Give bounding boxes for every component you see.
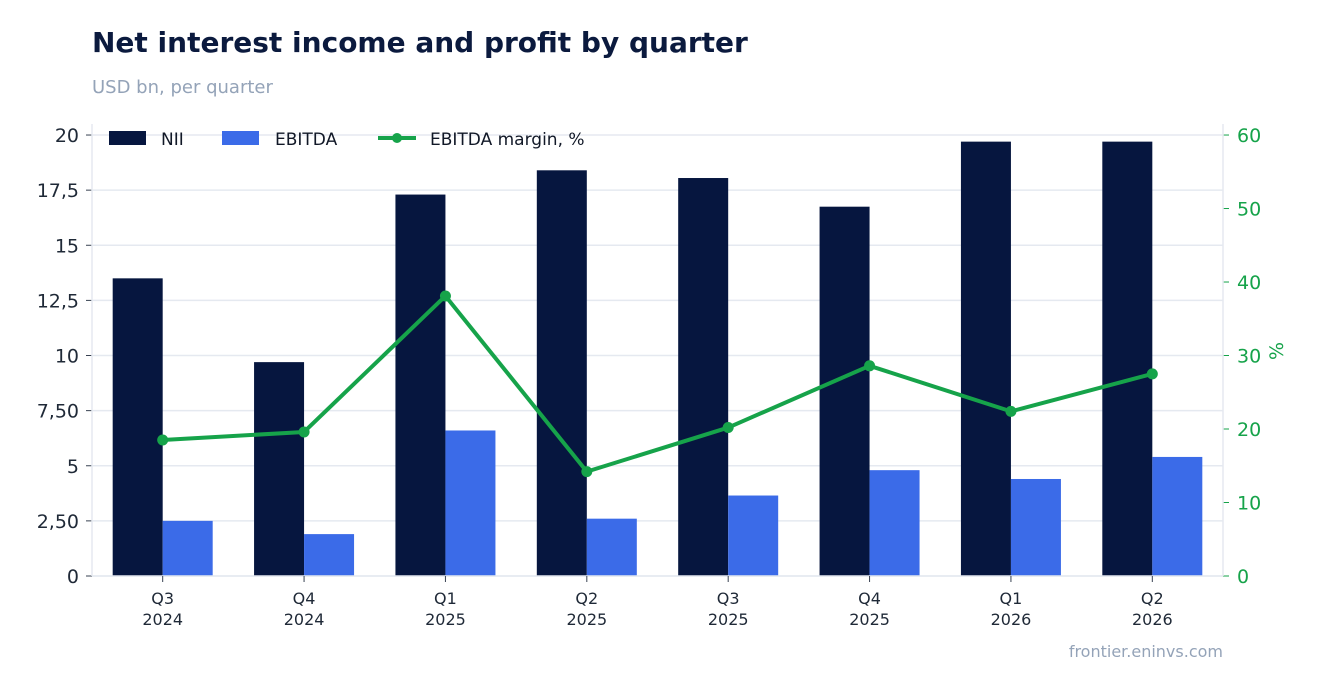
x-tick-label-year: 2026 bbox=[991, 610, 1032, 629]
ebitda-bar bbox=[1152, 456, 1203, 576]
ebitda-bar bbox=[1010, 478, 1061, 576]
left-tick-label: 12,5 bbox=[37, 290, 79, 312]
ebitda-bar bbox=[728, 495, 779, 576]
legend-swatch-nii bbox=[109, 131, 146, 145]
x-tick-label-quarter: Q1 bbox=[1000, 589, 1023, 608]
ebitda-bar bbox=[304, 534, 355, 576]
bars-group bbox=[112, 141, 1203, 577]
source-label: frontier.eninvs.com bbox=[1068, 642, 1223, 661]
right-tick-label: 60 bbox=[1237, 125, 1261, 147]
chart-title: Net interest income and profit by quarte… bbox=[92, 26, 748, 59]
margin-line bbox=[160, 293, 1155, 474]
ebitda-bar bbox=[162, 520, 213, 576]
margin-line-group bbox=[157, 290, 1158, 478]
nii-bar bbox=[254, 362, 305, 576]
left-tick-label: 2,50 bbox=[37, 511, 79, 533]
margin-point bbox=[1005, 405, 1017, 417]
margin-point bbox=[439, 290, 451, 302]
ebitda-bar bbox=[586, 518, 637, 576]
nii-bar bbox=[1102, 141, 1153, 576]
right-tick-label: 20 bbox=[1237, 419, 1261, 441]
legend-label-nii: NII bbox=[161, 130, 184, 150]
x-tick-label-year: 2025 bbox=[566, 610, 607, 629]
left-tick-label: 15 bbox=[55, 235, 79, 257]
x-tick-label-quarter: Q4 bbox=[293, 589, 316, 608]
x-tick-label-quarter: Q2 bbox=[575, 589, 598, 608]
x-tick-label-year: 2025 bbox=[425, 610, 466, 629]
legend: NII EBITDA EBITDA margin, % bbox=[109, 130, 585, 150]
legend-label-margin: EBITDA margin, % bbox=[430, 130, 585, 150]
x-tick-label-quarter: Q2 bbox=[1141, 589, 1164, 608]
left-tick-label: 5 bbox=[67, 456, 79, 478]
right-axis-label: % bbox=[1266, 342, 1288, 360]
nii-bar bbox=[536, 170, 587, 577]
x-tick-label-year: 2026 bbox=[1132, 610, 1173, 629]
margin-point bbox=[581, 466, 593, 478]
margin-point bbox=[298, 426, 310, 438]
right-tick-label: 30 bbox=[1237, 346, 1261, 368]
legend-swatch-ebitda bbox=[222, 131, 259, 145]
margin-point bbox=[157, 434, 169, 446]
legend-label-ebitda: EBITDA bbox=[275, 130, 338, 150]
left-tick-label: 17,5 bbox=[37, 180, 79, 202]
nii-bar bbox=[678, 178, 729, 576]
nii-bar bbox=[960, 141, 1011, 576]
chart-subtitle: USD bn, per quarter bbox=[92, 77, 273, 98]
ebitda-bar bbox=[869, 470, 920, 576]
nii-bar bbox=[395, 194, 446, 576]
x-tick-label-year: 2024 bbox=[142, 610, 183, 629]
axes-group: 0 2,50 5 7,50 10 12,5 15 17,5 20 0 10 20 30 40 50 60% Q3… bbox=[37, 124, 1288, 629]
x-tick-label-quarter: Q1 bbox=[434, 589, 457, 608]
margin-point bbox=[722, 422, 734, 434]
x-tick-label-year: 2024 bbox=[284, 610, 325, 629]
nii-bar bbox=[819, 206, 870, 576]
ebitda-bar bbox=[445, 430, 496, 576]
margin-point bbox=[1146, 368, 1158, 380]
right-tick-label: 0 bbox=[1237, 566, 1249, 588]
nii-bar bbox=[112, 278, 163, 576]
right-tick-label: 10 bbox=[1237, 493, 1261, 515]
x-tick-label-quarter: Q4 bbox=[858, 589, 881, 608]
x-tick-label-year: 2025 bbox=[708, 610, 749, 629]
legend-marker-margin bbox=[392, 133, 402, 143]
x-tick-label-quarter: Q3 bbox=[151, 589, 174, 608]
left-tick-label: 20 bbox=[55, 125, 79, 147]
right-tick-label: 50 bbox=[1237, 199, 1261, 221]
margin-point bbox=[864, 360, 876, 372]
x-tick-label-quarter: Q3 bbox=[717, 589, 740, 608]
left-tick-label: 7,50 bbox=[37, 401, 79, 423]
left-tick-label: 0 bbox=[67, 566, 79, 588]
x-tick-label-year: 2025 bbox=[849, 610, 890, 629]
right-tick-label: 40 bbox=[1237, 272, 1261, 294]
left-tick-label: 10 bbox=[55, 346, 79, 368]
